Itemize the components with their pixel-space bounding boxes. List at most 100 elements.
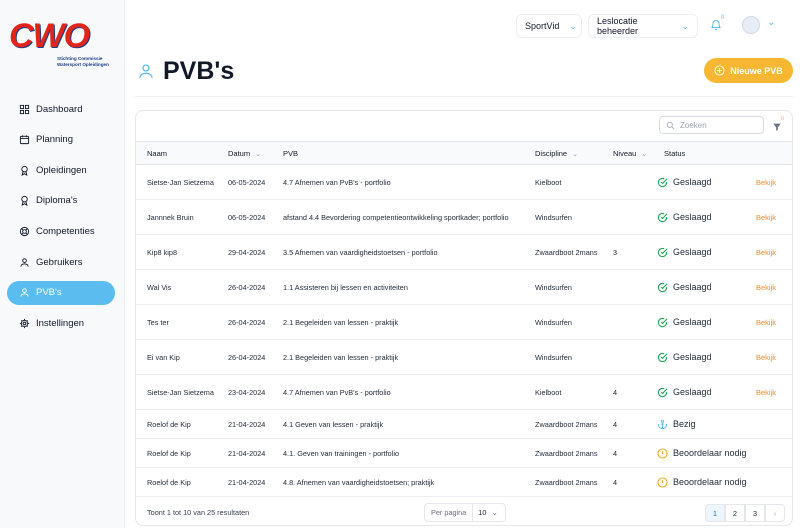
nav-item[interactable]: Planning [7,128,115,152]
table-row: Kip8 kip8 29-04-2024 3.5 Afnemen van vaard… [136,235,792,270]
status-icon [657,476,668,488]
table-row: Roelof de Kip 21-04-2024 4.1 Geven van les… [136,410,792,439]
pvb: 4.7 Afnemen van PvB's - portfolio [283,177,391,187]
date: 21-04-2024 [228,477,266,487]
niveau: 4 [613,387,618,397]
column-header: Naam [147,149,168,158]
view-link[interactable]: Bekijk [756,387,777,397]
name: Roelof de Kip [147,477,191,487]
page-button[interactable]: 2 [725,504,745,522]
status-icon [657,282,668,293]
discipline: Windsurfen [535,317,572,327]
per-page-label: Per pagina [425,503,474,522]
nav-item[interactable]: Diploma's [7,189,115,213]
next-page[interactable]: › [765,504,785,522]
niveau: 3 [613,247,618,257]
summary: Toont 1 tot 10 van 25 resultaten [147,508,250,517]
page-button[interactable]: 1 [705,504,725,522]
date: 29-04-2024 [228,247,266,257]
status-icon [657,352,668,363]
table-row: Ei van Kip 26-04-2024 2.1 Begeleiden van l… [136,340,792,375]
date: 23-04-2024 [228,387,266,397]
status: Bezig [657,410,696,438]
name: Sietse-Jan Sietzema [147,387,214,397]
nav-item[interactable]: Gebruikers [7,250,115,274]
view-link[interactable]: Bekijk [756,317,777,327]
discipline: Windsurfen [535,212,572,222]
nav-item[interactable]: Opleidingen [7,158,115,182]
pvb: 4.1 Geven van lessen - praktijk [283,419,384,429]
title-icon [139,64,153,78]
view-link[interactable]: Bekijk [756,247,777,257]
status: Beoordelaar nodig [657,439,747,467]
date: 21-04-2024 [228,419,266,429]
divider [135,96,793,97]
status-label: Geslaagd [673,387,712,397]
table-row: Wal Vis 26-04-2024 1.1 Assisteren bij less… [136,270,792,305]
name: Sietse-Jan Sietzema [147,177,214,187]
date: 26-04-2024 [228,282,266,292]
pvb: 3.5 Afnemen van vaardigheidstoetsen - po… [283,247,438,257]
sort-icon: ⌄ [641,151,648,158]
nav-label: Opleidingen [36,164,87,176]
niveau: 4 [613,419,618,429]
pvb: 2.1 Begeleiden van lessen - praktijk [283,317,399,327]
table-row: Sietse-Jan Sietzema 23-04-2024 4.7 Afnemen… [136,375,792,410]
table-header: Naam Datum ⌄ PVB Discipline ⌄ Niveau ⌄ Status [136,141,792,165]
page-button[interactable]: 3 [745,504,765,522]
status: Geslaagd [657,305,712,339]
status: Geslaagd [657,340,712,374]
filter-count: 0 [781,116,785,122]
name: Kip8 kip8 [147,247,178,257]
logo: CWO Stichting Commissie Watersport Oplei… [5,14,117,70]
notifications[interactable]: 0 [710,15,726,34]
table-footer: Toont 1 tot 10 van 25 resultaten Per pag… [136,497,792,525]
pvb: 4.1. Geven van trainingen - portfolio [283,448,400,458]
nav-item[interactable]: PVB's [7,280,115,305]
nav-label: Planning [36,134,73,146]
view-link[interactable]: Bekijk [756,212,777,222]
date: 26-04-2024 [228,317,266,327]
sort-icon: ⌄ [255,151,261,158]
discipline: Windsurfen [535,352,572,362]
search[interactable]: Zoeken [659,116,764,134]
status-icon [657,177,668,188]
column-header: PVB [283,149,299,158]
view-link[interactable]: Bekijk [756,177,777,187]
view-link[interactable]: Bekijk [756,282,777,292]
status-icon [657,387,668,398]
nav-item[interactable]: Competenties [7,219,115,243]
new-button[interactable]: Nieuwe PVB [704,58,793,83]
notification-count: 0 [721,15,725,21]
nav-item[interactable]: Dashboard [7,97,115,121]
avatar[interactable] [742,16,760,34]
status-icon [657,317,668,328]
column-header: Niveau ⌄ [613,149,648,158]
status: Beoordelaar nodig [657,468,747,496]
status-icon [657,447,668,459]
nav-item[interactable]: Instellingen [7,311,115,335]
search-placeholder: Zoeken [680,120,707,130]
table-row: Roelof de Kip 21-04-2024 4.8. Afnemen van … [136,468,792,497]
location: SportVid [525,21,560,31]
name: Roelof de Kip [147,419,191,429]
location-select[interactable]: SportVid ⌄ [516,14,582,38]
column-header: Datum ⌄ [228,149,261,158]
status: Geslaagd [657,375,712,409]
pvb: 2.1 Begeleiden van lessen - praktijk [283,352,399,362]
view-link[interactable]: Bekijk [756,352,777,362]
status-icon [657,212,668,223]
nav-label: Diploma's [36,195,78,207]
pvb: 4.7 Afnemen van PvB's - portfolio [283,387,391,397]
role-select[interactable]: Leslocatie beheerder ⌄ [588,14,698,38]
status-label: Beoordelaar nodig [673,477,747,487]
per-page[interactable]: Per pagina 10 ⌄ [424,503,506,522]
filter[interactable]: 0 [772,116,788,133]
discipline: Kielboot [535,387,562,397]
status-icon [657,419,668,430]
nav-label: Instellingen [36,317,85,329]
discipline: Kielboot [535,177,562,187]
table-card: Zoeken 0 Naam Datum ⌄ PVB Discipline ⌄ Niveau ⌄… [135,110,793,526]
name: Ei van Kip [147,352,180,362]
